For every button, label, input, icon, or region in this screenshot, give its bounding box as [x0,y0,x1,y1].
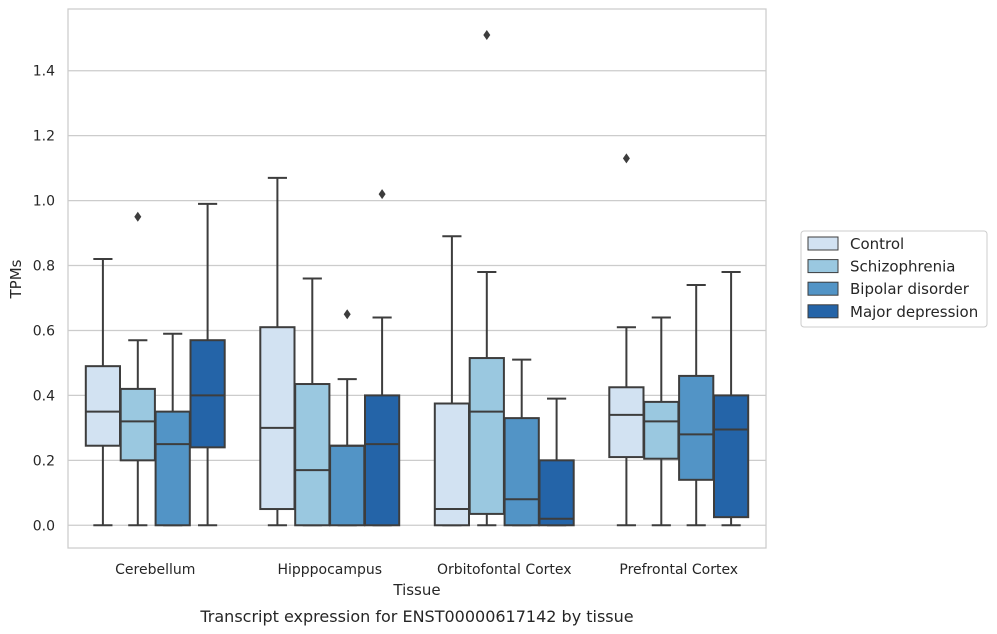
box-iqr [643,400,680,460]
box-iqr [678,374,715,481]
legend-label: Bipolar disorder [850,280,970,298]
box-major-depression [189,202,226,527]
y-tick-label: 0.2 [33,453,55,469]
box-iqr [468,357,505,515]
box-major-depression [363,189,401,527]
box-control [433,235,471,527]
box-schizophrenia [294,277,331,527]
y-tick-label: 0.0 [33,518,55,534]
box-iqr [363,394,401,527]
y-tick-label: 1.2 [33,129,55,145]
box-iqr [712,394,750,519]
box-major-depression [712,271,750,527]
outlier-point [134,211,142,222]
y-tick-labels: 0.0 0.2 0.4 0.6 0.8 1.0 1.2 1.4 [33,64,55,535]
outlier-point [622,153,630,164]
box-bipolar-disorder [678,283,715,527]
y-tick-label: 0.8 [33,259,55,275]
box-iqr [503,417,540,527]
legend-label: Schizophrenia [850,258,955,276]
x-tick-label: Orbitofontal Cortex [437,562,572,578]
legend-label: Control [850,235,904,253]
box-control [84,258,122,527]
box-iqr [189,339,226,449]
legend-swatch [807,304,839,319]
legend-frame [800,230,988,328]
box-bipolar-disorder [503,358,540,527]
legend-swatch [807,281,839,296]
chart-caption: Transcript expression for ENST0000061714… [199,607,633,626]
x-tick-labels: Cerebellum Hipppocampus Orbitofontal Corte… [115,562,738,578]
x-axis-label: Tissue [392,581,440,599]
legend: Control Schizophrenia Bipolar disorder Majo… [800,230,988,328]
x-tick-label: Hipppocampus [277,562,382,578]
box-control [259,176,296,527]
box-schizophrenia [119,211,156,527]
box-iqr [329,444,366,527]
y-axis-label: TPMs [7,259,25,299]
box-iqr [84,365,122,447]
box-iqr [608,386,645,459]
outlier-point [483,29,491,40]
legend-label: Major depression [850,303,978,321]
box-schizophrenia [643,316,680,527]
x-tick-label: Cerebellum [115,562,195,578]
plot-frame [67,8,767,549]
box-iqr [538,459,575,527]
legend-swatch [807,259,839,274]
outlier-point [343,309,351,320]
box-iqr [154,410,191,527]
y-tick-label: 1.4 [33,64,55,80]
outlier-point [378,189,386,200]
box-control [608,153,645,527]
box-iqr [119,387,156,462]
legend-swatch [807,236,839,251]
boxes [84,29,750,527]
x-tick-label: Prefrontal Cortex [619,562,738,578]
y-tick-label: 0.4 [33,388,55,404]
y-tick-label: 1.0 [33,194,55,210]
box-iqr [294,383,331,527]
box-iqr [259,326,296,511]
box-schizophrenia [468,29,505,527]
box-bipolar-disorder [154,332,191,527]
box-major-depression [538,397,575,527]
box-iqr [433,402,471,527]
y-tick-label: 0.6 [33,323,55,339]
